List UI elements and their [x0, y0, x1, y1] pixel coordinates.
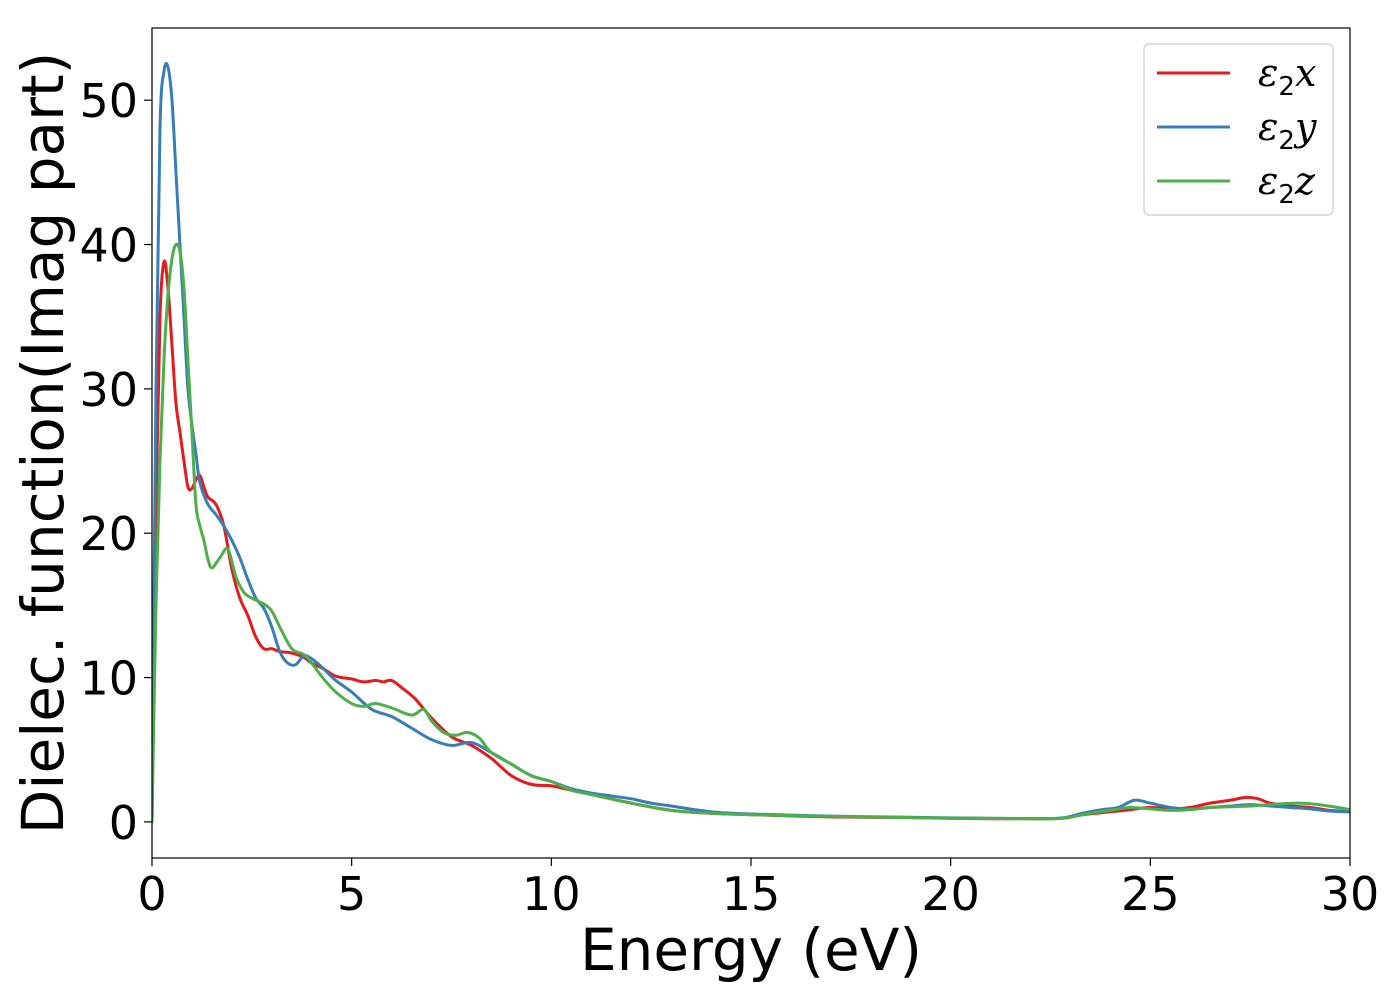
legend-entry-z: ε2z: [1157, 159, 1316, 210]
x-tick-label: 15: [722, 867, 781, 921]
legend-box: [1143, 43, 1334, 216]
y-tick-label: 30: [79, 363, 138, 417]
x-tick-label: 5: [337, 867, 366, 921]
y-tick-label: 40: [79, 219, 138, 273]
series-layer: [152, 61, 1350, 824]
x-tick-label: 30: [1321, 867, 1380, 921]
legend-label: ε2z: [1258, 159, 1316, 210]
y-tick-label: 0: [109, 796, 138, 850]
legend-entry-y: ε2y: [1157, 105, 1317, 156]
y-tick-label: 50: [79, 74, 138, 128]
series-line-x: [152, 259, 1350, 824]
y-tick-label: 20: [79, 507, 138, 561]
x-axis-label: Energy (eV): [580, 916, 922, 984]
y-tick-label: 10: [79, 652, 138, 706]
legend-entry-x: ε2x: [1157, 51, 1316, 102]
x-tick-label: 10: [522, 867, 581, 921]
x-tick-label: 0: [137, 867, 166, 921]
legend-label: ε2x: [1258, 51, 1316, 102]
x-tick-label: 25: [1121, 867, 1180, 921]
x-tick-label: 20: [921, 867, 980, 921]
y-axis-label: Dielec. function(Imag part): [9, 52, 77, 835]
legend-label: ε2y: [1258, 105, 1317, 156]
ticks-layer: 0 5 10 15 20 25 30 0 10 20 30 40 50: [79, 74, 1379, 921]
series-line-y: [152, 61, 1350, 824]
series-line-z: [152, 242, 1350, 824]
